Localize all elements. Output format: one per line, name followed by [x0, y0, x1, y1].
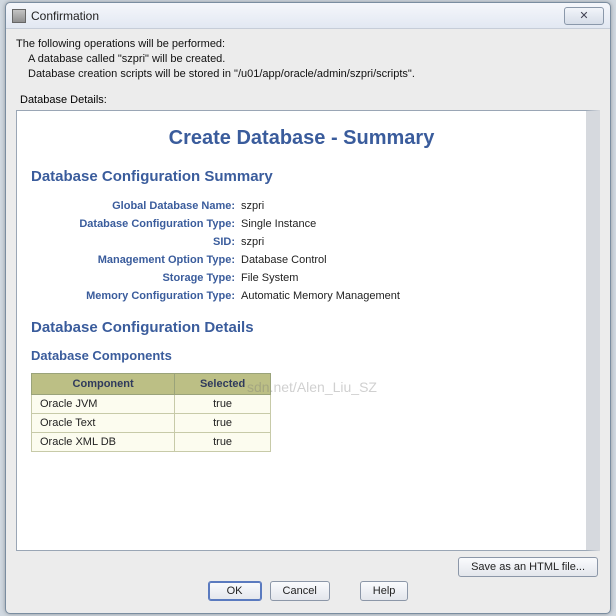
details-panel[interactable]: Create Database - Summary Database Confi…	[16, 110, 600, 551]
cell-component: Oracle Text	[32, 414, 175, 433]
kv-row: Storage Type: File System	[31, 269, 572, 287]
cell-selected: true	[175, 395, 271, 414]
section-heading: Database Configuration Summary	[31, 168, 572, 185]
table-row: Oracle JVM true	[32, 395, 271, 414]
footer-center: OK Cancel Help	[16, 579, 600, 607]
footer-right: Save as an HTML file...	[16, 551, 600, 579]
table-row: Oracle XML DB true	[32, 433, 271, 452]
app-icon	[12, 9, 26, 23]
subsection-heading: Database Components	[31, 348, 572, 363]
kv-row: Management Option Type: Database Control	[31, 251, 572, 269]
save-html-button[interactable]: Save as an HTML file...	[458, 557, 598, 577]
kv-row: Database Configuration Type: Single Inst…	[31, 215, 572, 233]
kv-key: SID:	[31, 236, 241, 248]
kv-value: Automatic Memory Management	[241, 290, 572, 302]
kv-row: SID: szpri	[31, 233, 572, 251]
config-summary-table: Global Database Name: szpri Database Con…	[31, 197, 572, 305]
col-selected: Selected	[175, 374, 271, 395]
titlebar[interactable]: Confirmation ✕	[6, 3, 610, 29]
section-heading: Database Configuration Details	[31, 319, 572, 336]
help-button[interactable]: Help	[360, 581, 409, 601]
kv-row: Memory Configuration Type: Automatic Mem…	[31, 287, 572, 305]
kv-value: Single Instance	[241, 218, 572, 230]
table-header-row: Component Selected	[32, 374, 271, 395]
kv-value: File System	[241, 272, 572, 284]
kv-value: szpri	[241, 236, 572, 248]
kv-row: Global Database Name: szpri	[31, 197, 572, 215]
kv-key: Storage Type:	[31, 272, 241, 284]
kv-key: Memory Configuration Type:	[31, 290, 241, 302]
window-title: Confirmation	[31, 9, 99, 23]
confirmation-dialog: Confirmation ✕ The following operations …	[5, 2, 611, 614]
kv-value: szpri	[241, 200, 572, 212]
cell-component: Oracle JVM	[32, 395, 175, 414]
cell-selected: true	[175, 414, 271, 433]
cancel-button[interactable]: Cancel	[270, 581, 330, 601]
close-icon: ✕	[579, 9, 588, 22]
summary-title: Create Database - Summary	[31, 127, 572, 150]
intro-line: A database called "szpri" will be create…	[16, 52, 600, 67]
intro-line: Database creation scripts will be stored…	[16, 67, 600, 82]
col-component: Component	[32, 374, 175, 395]
kv-key: Global Database Name:	[31, 200, 241, 212]
cell-selected: true	[175, 433, 271, 452]
table-row: Oracle Text true	[32, 414, 271, 433]
components-table: Component Selected Oracle JVM true Oracl…	[31, 373, 271, 452]
intro-line: The following operations will be perform…	[16, 37, 600, 52]
intro-text: The following operations will be perform…	[16, 37, 600, 82]
dialog-body: The following operations will be perform…	[6, 29, 610, 613]
ok-button[interactable]: OK	[208, 581, 262, 601]
close-button[interactable]: ✕	[564, 7, 604, 25]
kv-key: Management Option Type:	[31, 254, 241, 266]
details-label: Database Details:	[20, 94, 600, 106]
kv-key: Database Configuration Type:	[31, 218, 241, 230]
kv-value: Database Control	[241, 254, 572, 266]
cell-component: Oracle XML DB	[32, 433, 175, 452]
